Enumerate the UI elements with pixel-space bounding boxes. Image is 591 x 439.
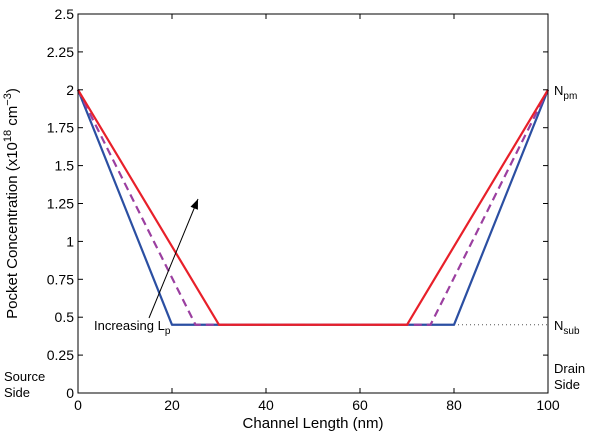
y-tick-label: 1.25 [47, 196, 74, 212]
x-tick-label: 40 [258, 397, 274, 413]
drain-side-label-line2: Side [554, 377, 580, 392]
x-tick-label: 20 [164, 397, 180, 413]
x-tick-label: 80 [446, 397, 462, 413]
nsub-label: Nsub [554, 318, 580, 337]
increasing-lp-arrow [148, 198, 199, 319]
drain-side-label-line1: Drain [554, 361, 585, 376]
npm-label: Npm [554, 83, 577, 102]
source-side-label-line1: Source [4, 369, 45, 384]
plot-lines [76, 89, 550, 326]
y-axis-ticks: 0 0.25 0.5 0.75 1 1.25 1.5 1.75 2 2.25 2.5 [47, 6, 548, 401]
y-axis-title: Pocket Concentration (x1018 cm−3) [2, 88, 21, 319]
y-tick-label: 1.5 [55, 158, 75, 174]
y-tick-label: 2 [66, 82, 74, 98]
y-tick-label: 1 [66, 233, 74, 249]
y-tick-label: 2.5 [55, 6, 75, 22]
plot-frame [77, 13, 549, 394]
y-tick-label: 0.5 [55, 309, 75, 325]
x-tick-label: 100 [536, 397, 560, 413]
y-tick-label: 0.25 [47, 347, 74, 363]
x-tick-label: 0 [74, 397, 82, 413]
series-line-3 [77, 89, 549, 326]
y-tick-label: 1.75 [47, 120, 74, 136]
y-tick-label: 0.75 [47, 271, 74, 287]
x-tick-label: 60 [352, 397, 368, 413]
x-axis-title: Channel Length (nm) [243, 415, 384, 432]
y-tick-label: 0 [66, 385, 74, 401]
y-tick-label: 2.25 [47, 44, 74, 60]
increasing-lp-label: Increasing Lp [94, 318, 171, 337]
source-side-label-line2: Side [4, 385, 30, 400]
x-axis-ticks: 0 20 40 60 80 100 [74, 14, 560, 413]
